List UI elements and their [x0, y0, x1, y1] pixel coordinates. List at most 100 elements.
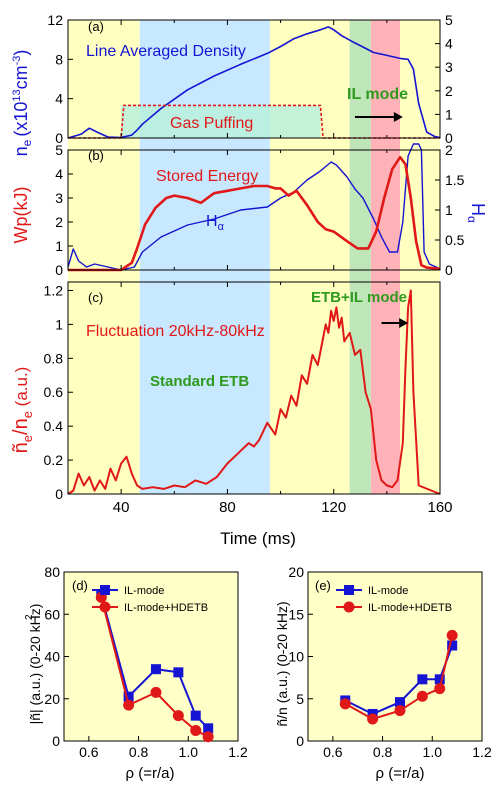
- point-circle: [190, 724, 202, 736]
- y-tick-label: 10: [288, 649, 304, 665]
- h-alpha-annotation: Hα: [206, 213, 225, 233]
- fl-tick-label: 0.6: [44, 384, 64, 400]
- point-square: [123, 691, 134, 702]
- ha-tick-label: 0: [445, 262, 453, 278]
- panel-e: 0.6 0.8 1.0 1.2 0 5 10 15 20 IL-mode IL-mode+HDETB: [288, 564, 492, 760]
- panel-e-tag: (e): [315, 578, 331, 593]
- wp-tick-label: 1: [55, 238, 63, 254]
- phase-bands: [68, 20, 440, 494]
- point-square: [434, 674, 445, 685]
- point-circle: [202, 731, 214, 743]
- point-circle: [416, 690, 428, 702]
- y-tick-label: 15: [288, 606, 304, 622]
- point-square: [173, 667, 184, 678]
- gas-puff-region: [121, 105, 321, 138]
- point-circle: [367, 713, 379, 725]
- wp-axis-label: Wp(kJ): [11, 187, 31, 244]
- fluctuation-annotation: Fluctuation 20kHz-80kHz: [86, 323, 265, 340]
- x-tick-label: 0.6: [323, 744, 343, 760]
- panel-d-ylabel: |ñ| (a.u.) (0-20 kHz): [27, 604, 43, 725]
- y-tick-label: 5: [296, 691, 304, 707]
- density-annotation: Line Averaged Density: [86, 43, 246, 60]
- x-tick-label: 120: [321, 499, 346, 516]
- h-alpha-axis-label: Hα: [465, 203, 488, 223]
- point-square: [190, 710, 201, 721]
- point-circle: [150, 686, 162, 698]
- point-square: [150, 664, 161, 675]
- legend-label: IL-mode+HDETB: [124, 602, 208, 614]
- ne-axis-label: ne(x1013cm-3): [11, 50, 34, 157]
- fl-tick-label: 0: [55, 486, 63, 502]
- gas-tick-label: 5: [445, 12, 453, 28]
- gas-puff-annotation: Gas Puffing: [170, 115, 253, 132]
- panel-d: 0.6 0.8 1.0 1.2 0 20 40 60 80 IL-mode IL-mode+HDET…: [44, 564, 248, 760]
- panel-c-series: [67, 289, 441, 495]
- phase-band-pink: [370, 20, 401, 494]
- phase-band-standard-etb: [139, 20, 270, 494]
- frame-a: [67, 19, 441, 139]
- panel-a-series: [67, 26, 441, 139]
- wp-tick-label: 3: [55, 190, 63, 206]
- x-tick-label: 40: [113, 499, 130, 516]
- y-tick-label: 60: [44, 606, 60, 622]
- point-circle: [172, 710, 184, 722]
- ha-tick-label: 1.5: [445, 172, 465, 188]
- y-tick-label: 20: [288, 564, 304, 580]
- plot-area: [63, 571, 239, 742]
- x-tick-label: 160: [427, 499, 452, 516]
- legend-square: [100, 585, 110, 595]
- phase-band-yellow-mid: [269, 20, 350, 494]
- panel-b-series: [67, 143, 441, 272]
- x-tick-label: 0.6: [79, 744, 99, 760]
- phase-band-yellow-early: [68, 20, 140, 494]
- stored-energy-line: [68, 155, 441, 272]
- legend-label: IL-mode+HDETB: [368, 602, 452, 614]
- ha-tick-label: 1: [445, 202, 453, 218]
- fl-tick-label: 1.2: [44, 282, 64, 298]
- time-axis-label: Time (ms): [220, 529, 296, 548]
- point-square: [203, 723, 214, 734]
- panel-d-ylabel-exp: 2: [24, 614, 35, 620]
- wp-tick-label: 5: [55, 142, 63, 158]
- x-tick-label: 1.0: [179, 744, 199, 760]
- gas-tick-label: 1: [445, 106, 453, 122]
- point-circle: [446, 629, 458, 641]
- point-circle: [434, 683, 446, 695]
- fluctuation-line: [67, 289, 441, 495]
- ne-tick-label: 4: [55, 91, 63, 107]
- x-tick-label: 0.8: [129, 744, 149, 760]
- fl-tick-label: 0.4: [44, 418, 64, 434]
- legend-square: [344, 585, 354, 595]
- fluct-axis-label: ñe/ne (a.u.): [10, 367, 35, 454]
- panel-b-tag: (b): [88, 148, 104, 163]
- gas-tick-label: 4: [445, 36, 453, 52]
- panel-d-tag: (d): [72, 578, 88, 593]
- legend-label: IL-mode: [124, 585, 164, 597]
- ne-tick-label: 0: [55, 130, 63, 146]
- wp-tick-label: 2: [55, 214, 63, 230]
- gas-puff-fill: [121, 105, 321, 138]
- point-square: [394, 697, 405, 708]
- il-mode-annotation: IL mode: [347, 86, 408, 103]
- x-tick-label: 0.8: [373, 744, 393, 760]
- y-tick-label: 80: [44, 564, 60, 580]
- x-tick-label: 1.2: [228, 744, 248, 760]
- plot-area: [307, 571, 483, 742]
- point-circle: [123, 699, 135, 711]
- x-tick-label: 80: [219, 499, 236, 516]
- point-circle: [339, 698, 351, 710]
- ha-tick-label: 0.5: [445, 232, 465, 248]
- gas-tick-label: 2: [445, 83, 453, 99]
- gas-tick-label: 0: [445, 130, 453, 146]
- point-circle: [394, 705, 406, 717]
- ne-tick-label: 12: [47, 12, 63, 28]
- panel-c-tag: (c): [88, 290, 103, 305]
- fl-tick-label: 1: [55, 316, 63, 332]
- y-tick-label: 0: [52, 733, 60, 749]
- ne-tick-label: 8: [55, 51, 63, 67]
- axes-frames: 40 80 120 1600481201234501234500.511.5200.2…: [44, 12, 465, 516]
- legend-circle: [99, 601, 111, 613]
- ha-tick-label: 2: [445, 142, 453, 158]
- frame-c: [67, 281, 441, 495]
